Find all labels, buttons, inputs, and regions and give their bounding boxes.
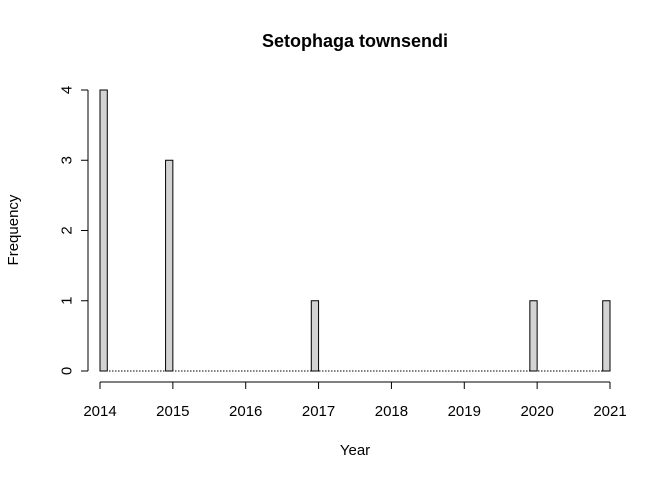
y-tick-label-0: 0 (59, 367, 76, 375)
x-tick-label-2: 2016 (229, 403, 262, 420)
histogram-bar-2 (310, 300, 320, 372)
x-axis: 2014 2015 2016 2017 2018 2019 2020 2021 (83, 381, 627, 420)
y-axis: 0 1 2 3 4 (59, 86, 89, 375)
chart-title: Setophaga townsendi (262, 31, 448, 51)
x-tick-label-1: 2015 (156, 403, 189, 420)
histogram-bar-0 (99, 89, 108, 372)
x-tick-label-7: 2021 (593, 403, 626, 420)
x-tick-label-6: 2020 (520, 403, 553, 420)
x-tick-label-3: 2017 (302, 403, 335, 420)
x-axis-label: Year (340, 442, 370, 459)
y-tick-label-2: 2 (59, 226, 76, 234)
bars (99, 89, 611, 372)
histogram-bar-3 (529, 300, 538, 372)
y-tick-label-4: 4 (59, 86, 76, 94)
histogram-bar-4 (602, 300, 611, 372)
y-tick-label-3: 3 (59, 156, 76, 164)
x-tick-label-0: 2014 (83, 403, 116, 420)
y-tick-label-1: 1 (59, 297, 76, 305)
x-tick-label-4: 2018 (375, 403, 408, 420)
y-axis-label: Frequency (5, 194, 22, 265)
x-tick-label-5: 2019 (448, 403, 481, 420)
histogram-bar-1 (165, 159, 174, 372)
